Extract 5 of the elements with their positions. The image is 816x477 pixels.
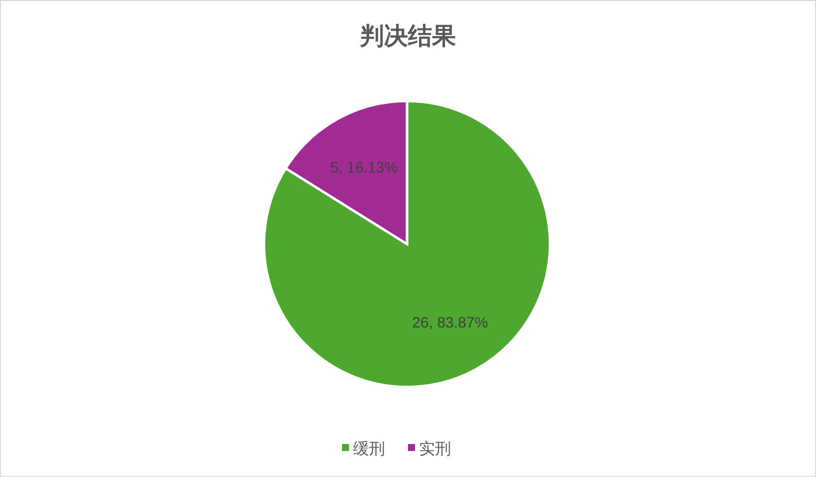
legend-label: 缓刑 — [353, 439, 385, 458]
data-label: 26, 83.87% — [412, 314, 488, 332]
data-label: 5, 16.13% — [330, 159, 398, 176]
chart-title: 判决结果 — [359, 22, 456, 50]
legend-label: 实刑 — [419, 439, 451, 458]
